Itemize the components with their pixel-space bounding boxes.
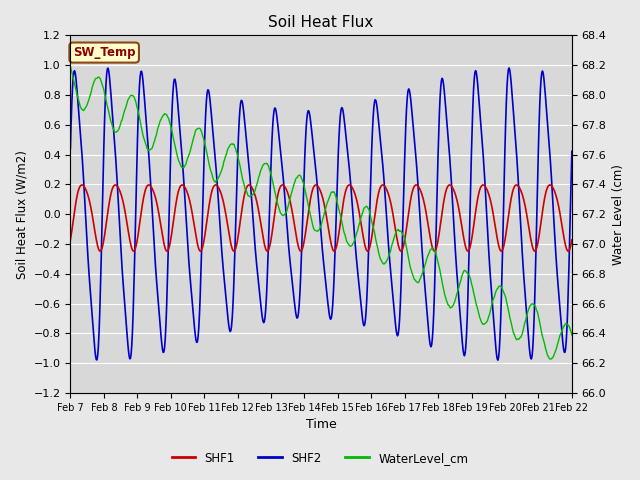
SHF2 (178, 153, 186, 158)
WaterLevel_cm (382, 260, 390, 265)
Line: SHF1: SHF1 (70, 185, 572, 251)
SHF2 (382, 200, 390, 206)
SHF1 (431, 248, 438, 254)
SHF1 (178, 182, 186, 188)
SHF2 (205, 87, 212, 93)
SHF1 (397, 248, 405, 254)
SHF1 (312, 182, 320, 188)
SHF1 (127, 243, 135, 249)
Line: WaterLevel_cm: WaterLevel_cm (70, 67, 572, 359)
X-axis label: Time: Time (306, 419, 337, 432)
SHF2 (396, 302, 404, 308)
SHF2 (127, 351, 135, 357)
SHF1 (76, 184, 83, 190)
WaterLevel_cm (396, 228, 404, 234)
SHF1 (67, 237, 74, 243)
Line: SHF2: SHF2 (70, 68, 572, 360)
SHF1 (383, 186, 390, 192)
SHF2 (67, 145, 74, 151)
WaterLevel_cm (67, 64, 74, 70)
Legend: SHF1, SHF2, WaterLevel_cm: SHF1, SHF2, WaterLevel_cm (167, 447, 473, 469)
WaterLevel_cm (547, 356, 554, 362)
WaterLevel_cm (76, 101, 83, 107)
WaterLevel_cm (127, 93, 135, 98)
SHF1 (568, 237, 576, 243)
Y-axis label: Water Level (cm): Water Level (cm) (612, 164, 625, 264)
Text: SW_Temp: SW_Temp (73, 46, 136, 59)
SHF1 (205, 206, 212, 212)
SHF2 (494, 357, 502, 363)
WaterLevel_cm (178, 165, 186, 170)
SHF2 (568, 148, 576, 154)
WaterLevel_cm (568, 332, 576, 338)
SHF2 (76, 119, 83, 124)
Title: Soil Heat Flux: Soil Heat Flux (268, 15, 374, 30)
Y-axis label: Soil Heat Flux (W/m2): Soil Heat Flux (W/m2) (15, 150, 28, 279)
SHF2 (505, 65, 513, 71)
WaterLevel_cm (205, 158, 212, 164)
